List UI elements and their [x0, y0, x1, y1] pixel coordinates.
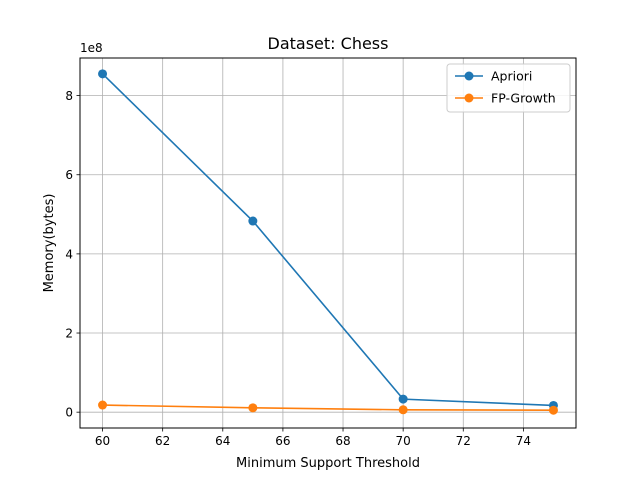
y-tick-label: 8	[65, 89, 73, 103]
x-tick-label: 64	[215, 434, 230, 448]
legend-fp-growth-label: FP-Growth	[491, 91, 556, 106]
legend: Apriori FP-Growth	[446, 63, 571, 113]
fp-growth-data-point	[98, 400, 108, 410]
x-tick-label: 70	[396, 434, 411, 448]
x-tick-label: 72	[456, 434, 471, 448]
series-layer	[98, 69, 558, 415]
y-tick-label: 6	[65, 168, 73, 182]
legend-apriori-label: Apriori	[491, 69, 532, 84]
x-tick-label: 60	[95, 434, 110, 448]
grid	[80, 58, 576, 428]
apriori-data-point	[398, 394, 408, 404]
apriori-series-line	[101, 73, 554, 407]
y-tick-label: 0	[65, 406, 73, 420]
fp-growth-data-point	[548, 405, 558, 415]
legend-apriori-marker	[464, 71, 474, 81]
y-axis-label: Memory(bytes)	[42, 194, 57, 293]
fp-growth-series-line	[102, 404, 554, 411]
x-axis-label: Minimum Support Threshold	[236, 456, 420, 471]
y-axis-offset-label: 1e8	[80, 41, 103, 55]
fp-growth-data-point	[398, 405, 408, 415]
x-tick-label: 68	[335, 434, 350, 448]
apriori-data-point	[248, 216, 258, 226]
chart-title: Dataset: Chess	[268, 34, 389, 53]
fp-growth-data-point	[248, 403, 258, 413]
x-tick-label: 66	[275, 434, 290, 448]
plot-frame	[79, 57, 577, 429]
apriori-data-point	[98, 69, 108, 79]
x-tick-label: 74	[516, 434, 531, 448]
y-tick-label: 4	[65, 247, 73, 261]
legend-fp-growth-marker	[464, 93, 474, 103]
x-tick-label: 62	[155, 434, 170, 448]
y-tick-label: 2	[65, 327, 73, 341]
